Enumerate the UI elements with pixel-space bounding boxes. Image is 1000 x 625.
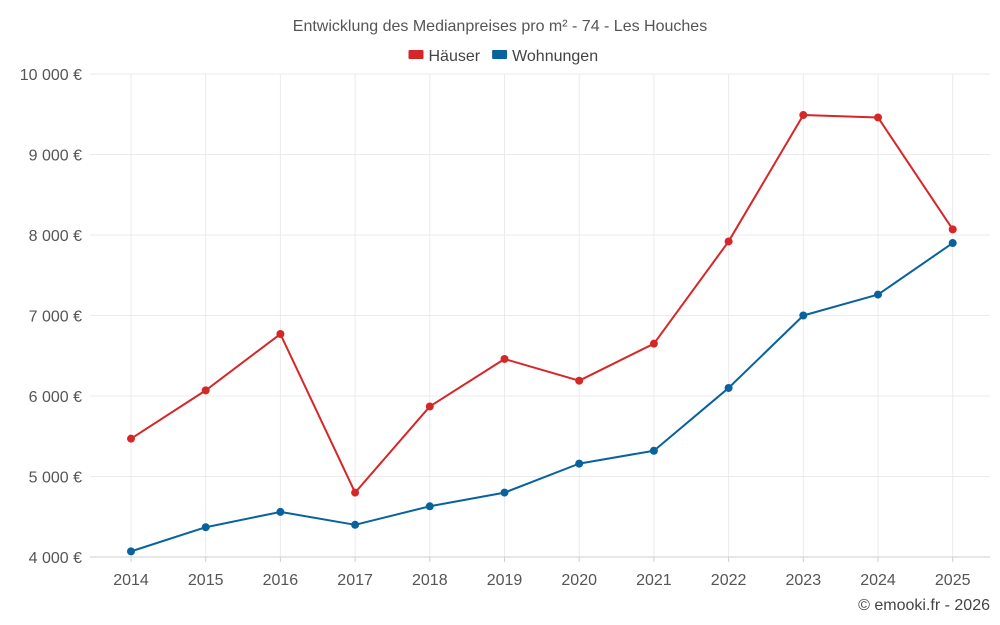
data-point-haeuser[interactable] <box>575 376 584 385</box>
x-tick-label: 2016 <box>263 572 299 589</box>
y-tick-label: 10 000 € <box>20 67 82 84</box>
grid <box>90 73 990 558</box>
data-point-wohnungen[interactable] <box>201 523 210 532</box>
y-tick-label: 9 000 € <box>29 148 82 165</box>
data-point-wohnungen[interactable] <box>575 459 584 468</box>
x-tick-label: 2024 <box>860 572 896 589</box>
series-layer <box>127 111 957 556</box>
x-tick-label: 2017 <box>337 572 373 589</box>
data-point-haeuser[interactable] <box>649 339 658 348</box>
y-tick-label: 7 000 € <box>29 309 82 326</box>
series-line-wohnungen <box>130 242 954 553</box>
data-point-wohnungen[interactable] <box>276 507 285 516</box>
data-point-haeuser[interactable] <box>351 488 360 497</box>
x-tick-label: 2025 <box>935 572 971 589</box>
x-tick-label: 2021 <box>636 572 672 589</box>
x-tick-label: 2018 <box>412 572 448 589</box>
y-tick-label: 5 000 € <box>29 470 82 487</box>
data-point-wohnungen[interactable] <box>351 520 360 529</box>
data-point-wohnungen[interactable] <box>724 383 733 392</box>
x-tick-label: 2014 <box>113 572 149 589</box>
y-tick-label: 6 000 € <box>29 389 82 406</box>
data-point-haeuser[interactable] <box>127 434 135 443</box>
y-tick-label: 4 000 € <box>29 550 82 567</box>
data-point-haeuser[interactable] <box>799 111 808 120</box>
series-haeuser <box>127 111 957 497</box>
data-point-wohnungen[interactable] <box>799 311 808 320</box>
series-wohnungen <box>127 239 957 556</box>
chart-title: Entwicklung des Medianpreises pro m² - 7… <box>293 18 707 35</box>
data-point-haeuser[interactable] <box>874 113 882 122</box>
data-point-haeuser[interactable] <box>724 237 733 246</box>
series-line-haeuser <box>130 114 954 494</box>
legend-label: Häuser <box>429 48 481 65</box>
x-tick-label: 2019 <box>487 572 523 589</box>
data-point-wohnungen[interactable] <box>500 488 509 497</box>
data-point-haeuser[interactable] <box>500 354 509 363</box>
x-tick-label: 2022 <box>711 572 747 589</box>
axes: 4 000 € 5 000 € 6 000 € 7 000 € 8 000 € 9 000… <box>20 67 990 589</box>
data-point-wohnungen[interactable] <box>425 502 434 511</box>
credit-text: © emooki.fr - 2026 <box>858 597 990 614</box>
data-point-wohnungen[interactable] <box>874 290 882 299</box>
data-point-haeuser[interactable] <box>201 386 210 395</box>
data-point-haeuser[interactable] <box>276 330 285 339</box>
data-point-wohnungen[interactable] <box>127 547 135 556</box>
data-point-wohnungen[interactable] <box>649 446 658 455</box>
data-point-haeuser[interactable] <box>425 402 434 411</box>
legend-swatch <box>492 50 508 59</box>
x-tick-label: 2020 <box>561 572 597 589</box>
y-tick-label: 8 000 € <box>29 228 82 245</box>
legend-label: Wohnungen <box>512 48 598 65</box>
legend-item-wohnungen[interactable]: Wohnungen <box>492 48 598 65</box>
x-tick-label: 2023 <box>786 572 822 589</box>
x-tick-label: 2015 <box>188 572 224 589</box>
data-point-wohnungen[interactable] <box>948 239 957 248</box>
legend-item-haeuser[interactable]: Häuser <box>408 48 481 65</box>
data-point-haeuser[interactable] <box>948 225 957 234</box>
legend: Häuser Wohnungen <box>408 48 598 65</box>
legend-swatch <box>408 50 424 59</box>
